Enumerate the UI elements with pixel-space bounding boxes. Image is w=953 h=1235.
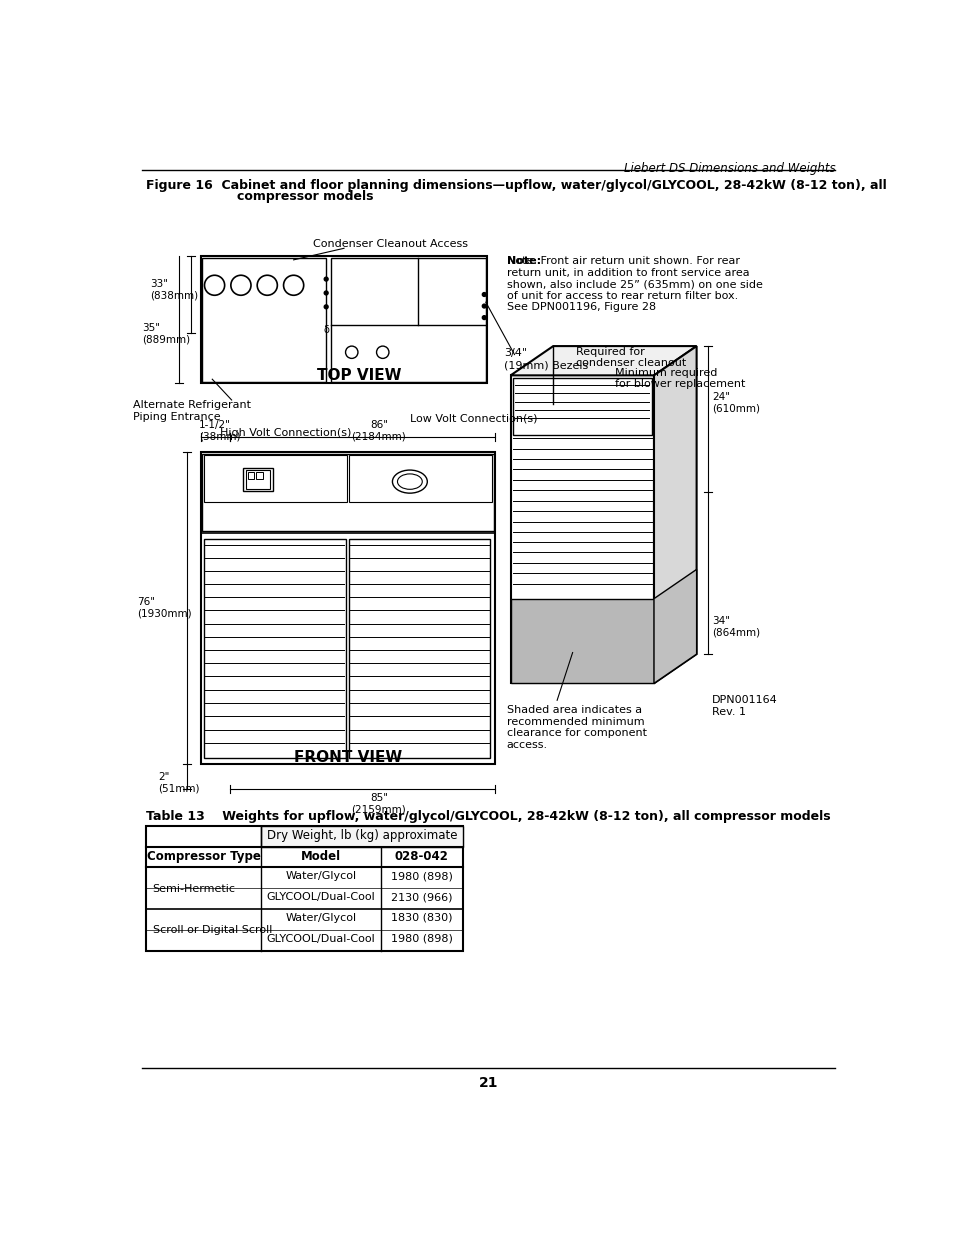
- Bar: [261, 826, 462, 846]
- Text: 33"
(838mm): 33" (838mm): [150, 279, 198, 300]
- Polygon shape: [510, 346, 696, 375]
- Bar: [204, 456, 347, 501]
- Bar: [200, 452, 495, 764]
- Text: Model: Model: [300, 850, 340, 863]
- Text: Water/Glycol: Water/Glycol: [285, 913, 355, 923]
- Text: Note:: Note:: [506, 256, 540, 266]
- Text: 2130 (966): 2130 (966): [391, 892, 452, 902]
- Text: FRONT VIEW: FRONT VIEW: [294, 751, 401, 766]
- Text: TOP VIEW: TOP VIEW: [317, 368, 401, 383]
- Text: Semi-Hermetic: Semi-Hermetic: [152, 883, 235, 894]
- Text: Minimum required
for blower replacement: Minimum required for blower replacement: [615, 368, 745, 389]
- Bar: [200, 256, 487, 383]
- Bar: [256, 472, 262, 478]
- Text: 028-042: 028-042: [395, 850, 448, 863]
- Text: Low Volt Connection(s): Low Volt Connection(s): [410, 414, 537, 424]
- Bar: [202, 454, 493, 531]
- Text: 76"
(1930mm): 76" (1930mm): [137, 597, 192, 619]
- Bar: [243, 468, 273, 490]
- Text: Compressor Type: Compressor Type: [147, 850, 260, 863]
- Text: Figure 16  Cabinet and floor planning dimensions—upflow, water/glycol/GLYCOOL, 2: Figure 16 Cabinet and floor planning dim…: [146, 179, 886, 191]
- Bar: [510, 599, 654, 683]
- Text: Required for
condenser cleanout: Required for condenser cleanout: [576, 347, 686, 368]
- Bar: [202, 258, 326, 382]
- Ellipse shape: [392, 471, 427, 493]
- Ellipse shape: [397, 474, 422, 489]
- Bar: [510, 375, 654, 683]
- Circle shape: [324, 305, 328, 309]
- Text: 86"
(2184mm): 86" (2184mm): [351, 420, 406, 442]
- Bar: [348, 456, 492, 501]
- Text: Table 13    Weights for upflow, water/glycol/GLYCOOL, 28-42kW (8-12 ton), all co: Table 13 Weights for upflow, water/glyco…: [146, 810, 830, 824]
- Bar: [348, 538, 490, 758]
- Text: 1980 (898): 1980 (898): [390, 934, 452, 944]
- Text: 1-1/2"
(38mm): 1-1/2" (38mm): [199, 420, 240, 442]
- Text: GLYCOOL/Dual-Cool: GLYCOOL/Dual-Cool: [266, 892, 375, 902]
- Text: compressor models: compressor models: [236, 190, 374, 203]
- Text: Scroll or Digital Scroll: Scroll or Digital Scroll: [152, 925, 272, 935]
- Circle shape: [482, 316, 486, 320]
- Polygon shape: [654, 569, 696, 683]
- Bar: [248, 472, 253, 478]
- Circle shape: [324, 291, 328, 295]
- Text: 2"
(51mm): 2" (51mm): [158, 772, 199, 794]
- Text: Note: Front air return unit shown. For rear
return unit, in addition to front se: Note: Front air return unit shown. For r…: [506, 256, 761, 312]
- Bar: [510, 599, 654, 683]
- Circle shape: [482, 304, 486, 308]
- Text: Shaded area indicates a
recommended minimum
clearance for component
access.: Shaded area indicates a recommended mini…: [506, 705, 646, 750]
- Bar: [204, 538, 345, 758]
- Polygon shape: [654, 346, 696, 683]
- Text: 21: 21: [478, 1076, 498, 1091]
- Text: High Volt Connection(s): High Volt Connection(s): [220, 427, 351, 437]
- Bar: [331, 258, 485, 382]
- Text: Dry Weight, lb (kg) approximate: Dry Weight, lb (kg) approximate: [266, 829, 456, 842]
- Text: 34"
(864mm): 34" (864mm): [711, 615, 760, 637]
- Bar: [146, 826, 462, 951]
- Bar: [245, 471, 270, 489]
- Text: Water/Glycol: Water/Glycol: [285, 871, 355, 882]
- Text: 1980 (898): 1980 (898): [390, 871, 452, 882]
- Text: Liebert DS Dimensions and Weights: Liebert DS Dimensions and Weights: [623, 162, 835, 175]
- Text: 3/4"
(19mm) Bezels: 3/4" (19mm) Bezels: [504, 348, 588, 370]
- Text: Alternate Refrigerant
Piping Entrance: Alternate Refrigerant Piping Entrance: [133, 400, 251, 421]
- Text: δ: δ: [323, 325, 329, 335]
- Bar: [513, 378, 651, 436]
- Text: GLYCOOL/Dual-Cool: GLYCOOL/Dual-Cool: [266, 934, 375, 944]
- Circle shape: [482, 293, 486, 296]
- Text: 1830 (830): 1830 (830): [391, 913, 452, 923]
- Text: DPN001164
Rev. 1: DPN001164 Rev. 1: [711, 695, 777, 716]
- Text: 85"
(2159mm): 85" (2159mm): [351, 793, 406, 814]
- Text: 24"
(610mm): 24" (610mm): [711, 393, 760, 414]
- Text: Condenser Cleanout Access: Condenser Cleanout Access: [313, 240, 468, 249]
- Text: 35"
(889mm): 35" (889mm): [142, 324, 191, 345]
- Circle shape: [324, 277, 328, 282]
